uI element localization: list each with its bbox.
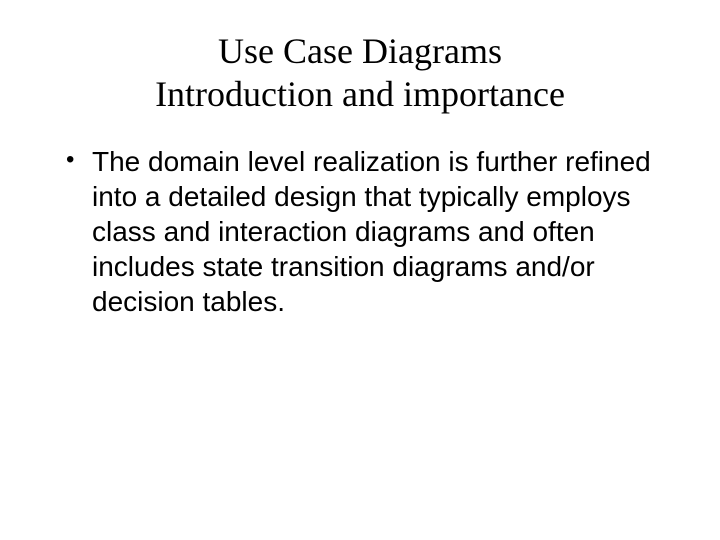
title-line-1: Use Case Diagrams xyxy=(218,31,502,71)
list-item: The domain level realization is further … xyxy=(60,144,670,319)
bullet-list: The domain level realization is further … xyxy=(60,144,670,319)
slide: Use Case Diagrams Introduction and impor… xyxy=(0,0,720,540)
title-line-2: Introduction and importance xyxy=(155,74,565,114)
slide-body: The domain level realization is further … xyxy=(50,144,670,319)
slide-title: Use Case Diagrams Introduction and impor… xyxy=(50,30,670,116)
bullet-text: The domain level realization is further … xyxy=(92,146,651,317)
